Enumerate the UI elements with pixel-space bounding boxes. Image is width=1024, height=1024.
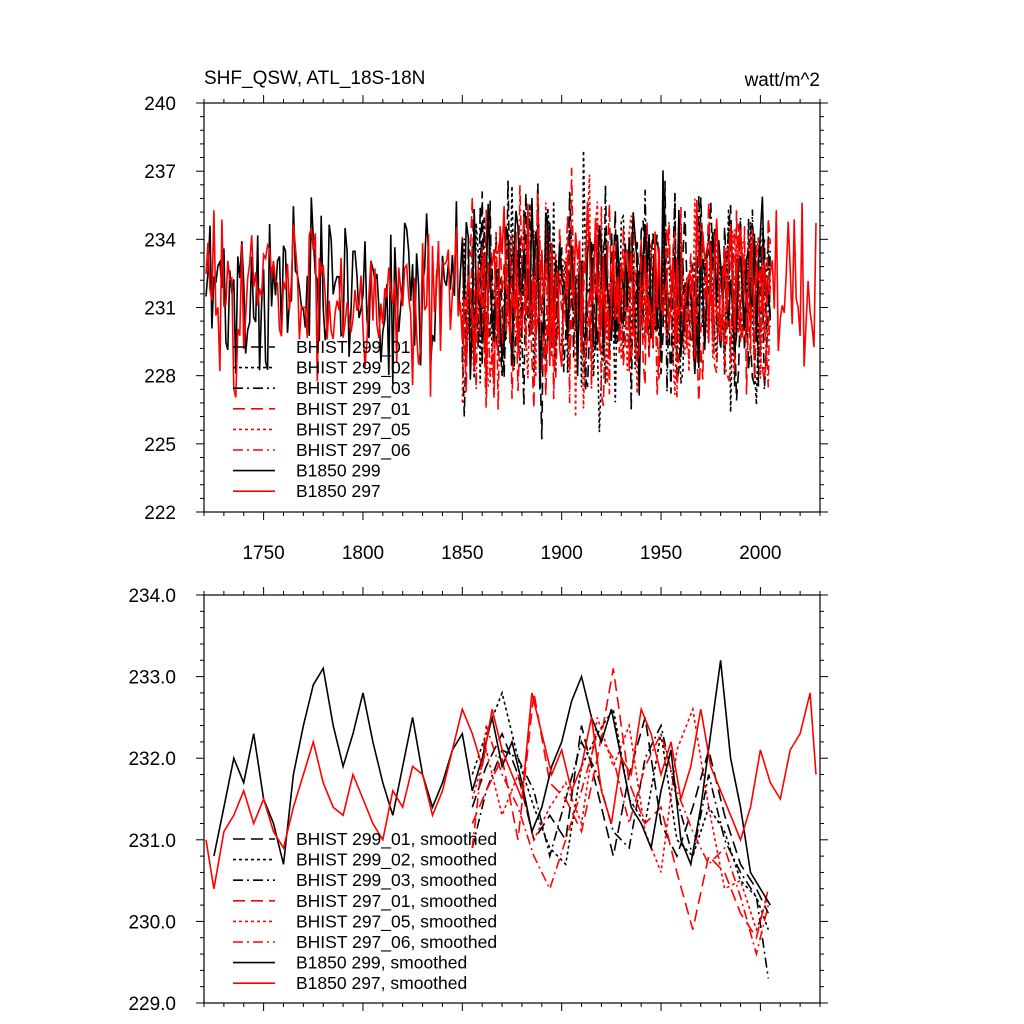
y-tick-label: 231 — [144, 299, 176, 320]
y-tick-label: 233.0 — [128, 668, 176, 689]
legend-entry: B1850 297 — [233, 481, 381, 501]
series-group — [205, 150, 817, 440]
panel-title: SHF_QSW, ATL_18S-18N — [204, 68, 425, 89]
series-line-bhist-297-06-smoothed — [471, 725, 770, 958]
legend-entry: BHIST 297_06 — [233, 440, 410, 461]
y-axis: 222 225 228 231 234 237 240 — [144, 94, 828, 524]
legend-entry: BHIST 299_02, smoothed — [233, 850, 497, 871]
y-tick-label: 231.0 — [128, 831, 176, 852]
legend-entry: B1850 299, smoothed — [233, 953, 467, 973]
legend-entry: BHIST 297_01 — [233, 399, 410, 420]
legend-entry: B1850 297, smoothed — [233, 973, 467, 993]
series-line-b1850-299-smoothed — [213, 660, 771, 906]
legend-entry: BHIST 297_06, smoothed — [233, 932, 497, 953]
legend-label: BHIST 299_01, smoothed — [296, 829, 497, 850]
legend-entry: BHIST 299_02 — [233, 358, 410, 379]
series-line-bhist-299-03-smoothed — [471, 723, 770, 979]
legend-label: BHIST 299_03, smoothed — [296, 870, 497, 891]
legend-label: B1850 299 — [296, 461, 381, 481]
legend-label: BHIST 297_05 — [296, 419, 410, 440]
legend-entry: B1850 299 — [233, 461, 381, 481]
x-tick-label: 1900 — [541, 543, 583, 564]
bottom-panel-smoothed-series: 229.0 230.0 231.0 232.0 233.0 234.0 BHIST 299_… — [128, 586, 828, 1015]
legend-entry: BHIST 299_01 — [233, 337, 410, 358]
legend-label: B1850 297, smoothed — [296, 973, 467, 993]
series-line-bhist-297-05 — [461, 174, 772, 418]
y-tick-label: 229.0 — [128, 994, 176, 1015]
y-tick-label: 232.0 — [128, 749, 176, 770]
legend-label: BHIST 297_06, smoothed — [296, 932, 497, 953]
series-line-bhist-299-01-smoothed — [471, 717, 770, 914]
plot-frame — [203, 594, 821, 1004]
legend-label: BHIST 297_05, smoothed — [296, 911, 497, 932]
y-tick-label: 228 — [144, 367, 176, 388]
legend-entry: BHIST 299_03 — [233, 378, 410, 399]
y-tick-label: 234 — [144, 230, 176, 251]
x-axis: 1750 1800 1850 1900 1950 2000 — [203, 95, 821, 564]
x-tick-label: 2000 — [739, 543, 781, 564]
legend-entry: BHIST 297_01, smoothed — [233, 891, 497, 912]
legend-label: BHIST 297_01, smoothed — [296, 891, 497, 912]
legend-entry: BHIST 299_01, smoothed — [233, 829, 497, 850]
legend-label: B1850 297 — [296, 481, 381, 501]
x-tick-label: 1800 — [342, 543, 384, 564]
x-axis — [203, 587, 821, 1011]
y-tick-label: 234.0 — [128, 586, 176, 607]
y-tick-label: 237 — [144, 162, 176, 183]
series-line-bhist-297-05-smoothed — [471, 706, 770, 933]
legend-label: BHIST 299_02 — [296, 358, 410, 379]
legend-label: BHIST 299_01 — [296, 337, 410, 358]
legend-entry: BHIST 297_05, smoothed — [233, 911, 497, 932]
legend-label: BHIST 299_03 — [296, 378, 410, 399]
series-line-b1850-297-smoothed — [205, 692, 817, 889]
legend-entry: BHIST 299_03, smoothed — [233, 870, 497, 891]
x-tick-label: 1950 — [640, 543, 682, 564]
series-line-bhist-297-01-smoothed — [471, 668, 770, 940]
y-axis: 229.0 230.0 231.0 232.0 233.0 234.0 — [128, 586, 828, 1015]
y-tick-label: 225 — [144, 435, 176, 456]
units-label: watt/m^2 — [744, 70, 820, 91]
legend-entry: BHIST 297_05 — [233, 419, 410, 440]
y-tick-label: 230.0 — [128, 912, 176, 933]
legend-label: B1850 299, smoothed — [296, 953, 467, 973]
legend-label: BHIST 299_02, smoothed — [296, 850, 497, 871]
series-line-b1850-297 — [205, 199, 817, 398]
legend-label: BHIST 297_01 — [296, 399, 410, 420]
y-tick-label: 222 — [144, 503, 176, 524]
legend-label: BHIST 297_06 — [296, 440, 410, 461]
series-group — [205, 660, 817, 979]
top-panel-raw-series: 1750 1800 1850 1900 1950 20002222252282312342… — [144, 94, 828, 564]
y-tick-label: 240 — [144, 94, 176, 115]
x-tick-label: 1850 — [441, 543, 483, 564]
x-tick-label: 1750 — [242, 543, 284, 564]
